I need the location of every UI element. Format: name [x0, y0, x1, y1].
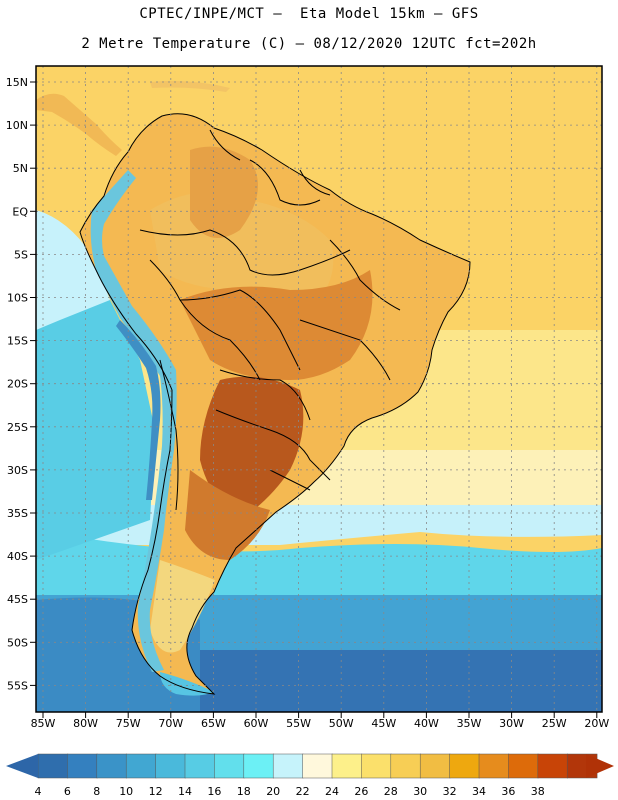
lon-label: 80W — [73, 717, 98, 730]
lon-label: 70W — [158, 717, 183, 730]
land-pampa-hot — [185, 470, 270, 560]
lon-label: 30W — [499, 717, 524, 730]
tierra-del-fuego — [160, 672, 214, 696]
colorbar-label: 30 — [413, 785, 427, 798]
colorbar-box — [302, 753, 333, 779]
land-north-hot — [190, 146, 258, 238]
lat-label: 10N — [6, 119, 28, 132]
lat-label: 50S — [7, 636, 28, 649]
colorbar-box — [243, 753, 274, 779]
colorbar-box — [184, 753, 216, 779]
colorbar-box — [508, 753, 539, 779]
colorbar-box — [214, 753, 245, 779]
lat-label: 5N — [13, 162, 28, 175]
lon-label: 25W — [542, 717, 567, 730]
colorbar-label: 36 — [501, 785, 515, 798]
colorbar-box — [537, 753, 568, 779]
colorbar-label: 32 — [443, 785, 457, 798]
colorbar-box — [125, 753, 157, 779]
colorbar-box — [272, 753, 304, 779]
colorbar-label: 12 — [149, 785, 163, 798]
lon-label: 65W — [201, 717, 226, 730]
colorbar-label: 6 — [64, 785, 71, 798]
colorbar-box — [390, 753, 421, 779]
ocean-west-light — [36, 210, 110, 330]
lat-label: 5S — [14, 248, 28, 261]
land-patagonia — [150, 560, 215, 653]
colorbar: 4 6 8 10 12 14 16 18 20 22 24 26 28 30 32 34 36 38 — [6, 753, 614, 798]
colorbar-label: 26 — [354, 785, 368, 798]
colorbar-label: 4 — [35, 785, 42, 798]
colorbar-label: 24 — [325, 785, 339, 798]
colorbar-box — [449, 753, 480, 779]
andes-cold-strip — [90, 170, 177, 672]
colorbar-box — [155, 753, 186, 779]
colorbar-label: 16 — [207, 785, 221, 798]
colorbar-box — [361, 753, 392, 779]
lon-label: 55W — [286, 717, 311, 730]
colorbar-box — [67, 753, 98, 779]
map-title-line2: 2 Metre Temperature (C) – 08/12/2020 12U… — [81, 36, 537, 52]
lat-label: 20S — [7, 378, 28, 391]
land-chaco-hottest — [200, 376, 304, 520]
caribbean-island — [150, 80, 230, 92]
lon-label: 75W — [116, 717, 141, 730]
colorbar-label: 20 — [266, 785, 280, 798]
colorbar-label: 18 — [237, 785, 251, 798]
lon-label: 85W — [31, 717, 56, 730]
lat-label: 25S — [7, 421, 28, 434]
lat-label: 10S — [7, 292, 28, 305]
colorbar-box — [331, 753, 363, 779]
lat-label: 35S — [7, 507, 28, 520]
grid-lines — [36, 66, 602, 712]
lon-label: 40W — [414, 717, 439, 730]
lon-label: 45W — [371, 717, 396, 730]
colorbar-label: 10 — [119, 785, 133, 798]
lat-label: 45S — [7, 593, 28, 606]
lon-label: 20W — [584, 717, 609, 730]
longitude-labels: 85W 80W 75W 70W 65W 60W 55W 50W 45W 40W 35W 30W 25W 2… — [31, 717, 610, 730]
lat-label: 55S — [7, 679, 28, 692]
map-field — [36, 66, 602, 712]
lat-label: 30S — [7, 464, 28, 477]
map-frame — [35, 65, 603, 713]
lon-label: 60W — [244, 717, 269, 730]
colorbar-label: 28 — [384, 785, 398, 798]
colorbar-label: 8 — [93, 785, 100, 798]
colorbar-label: 38 — [531, 785, 545, 798]
map-title-line1: CPTEC/INPE/MCT – Eta Model 15km – GFS — [139, 6, 479, 22]
colorbar-box — [37, 753, 69, 779]
colorbar-boxes — [37, 753, 598, 779]
colorbar-high-arrow — [586, 754, 614, 778]
colorbar-box — [96, 753, 127, 779]
colorbar-label: 34 — [472, 785, 486, 798]
colorbar-box — [478, 753, 510, 779]
lat-label: 15S — [7, 335, 28, 348]
lon-label: 35W — [457, 717, 482, 730]
colorbar-low-arrow — [6, 754, 38, 778]
lon-label: 50W — [329, 717, 354, 730]
colorbar-box — [419, 753, 451, 779]
latitude-labels: 15N 10N 5N EQ 5S 10S 15S 20S 25S 30S 35S 40S 45S 50S 5… — [6, 76, 29, 692]
colorbar-label: 22 — [296, 785, 310, 798]
andes-high-cold — [116, 320, 161, 500]
lat-label: 40S — [7, 550, 28, 563]
axis-ticks — [30, 81, 598, 718]
colorbar-label: 14 — [178, 785, 192, 798]
lat-label: 15N — [6, 76, 28, 89]
temperature-map: 15N 10N 5N EQ 5S 10S 15S 20S 25S 30S 35S 40S 45S 50S 5… — [6, 65, 610, 730]
lat-label: EQ — [12, 205, 28, 218]
colorbar-labels: 4 6 8 10 12 14 16 18 20 22 24 26 28 30 32 34 36 38 — [35, 785, 545, 798]
